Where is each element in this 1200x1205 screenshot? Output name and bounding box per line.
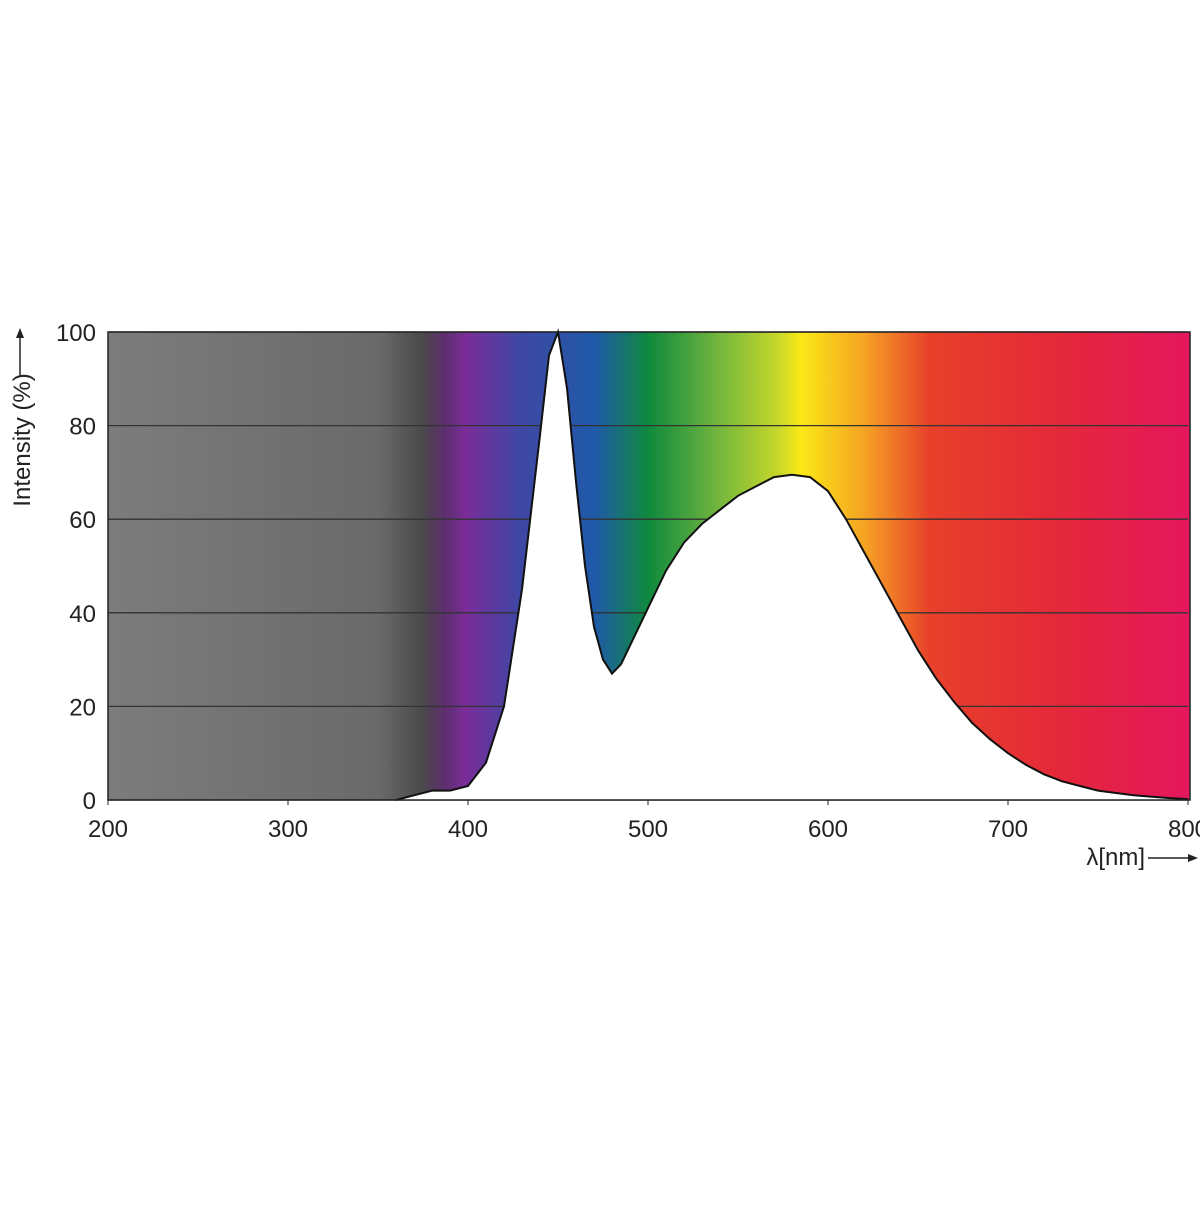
plot-frame xyxy=(107,331,1191,801)
y-axis-label: Intensity (%) xyxy=(9,373,36,506)
x-tick-label: 300 xyxy=(268,816,308,843)
x-tick-label: 600 xyxy=(808,816,848,843)
y-arrow xyxy=(16,328,24,375)
x-axis-label: λ[nm] xyxy=(1086,844,1145,871)
x-arrow xyxy=(1148,854,1198,862)
y-tick-label: 0 xyxy=(83,788,96,815)
spectrum-line xyxy=(395,328,1189,801)
y-tick-label: 40 xyxy=(69,601,96,628)
x-tick-label: 700 xyxy=(988,816,1028,843)
x-tick-label: 500 xyxy=(628,816,668,843)
y-tick-label: 80 xyxy=(69,414,96,441)
y-tick-label: 60 xyxy=(69,507,96,534)
y-tick-label: 20 xyxy=(69,694,96,721)
x-tick-label: 200 xyxy=(88,816,128,843)
x-tick-label: 400 xyxy=(448,816,488,843)
x-tick-label: 800 xyxy=(1168,816,1200,843)
y-tick-label: 100 xyxy=(56,320,96,347)
area-fill xyxy=(396,332,1188,800)
